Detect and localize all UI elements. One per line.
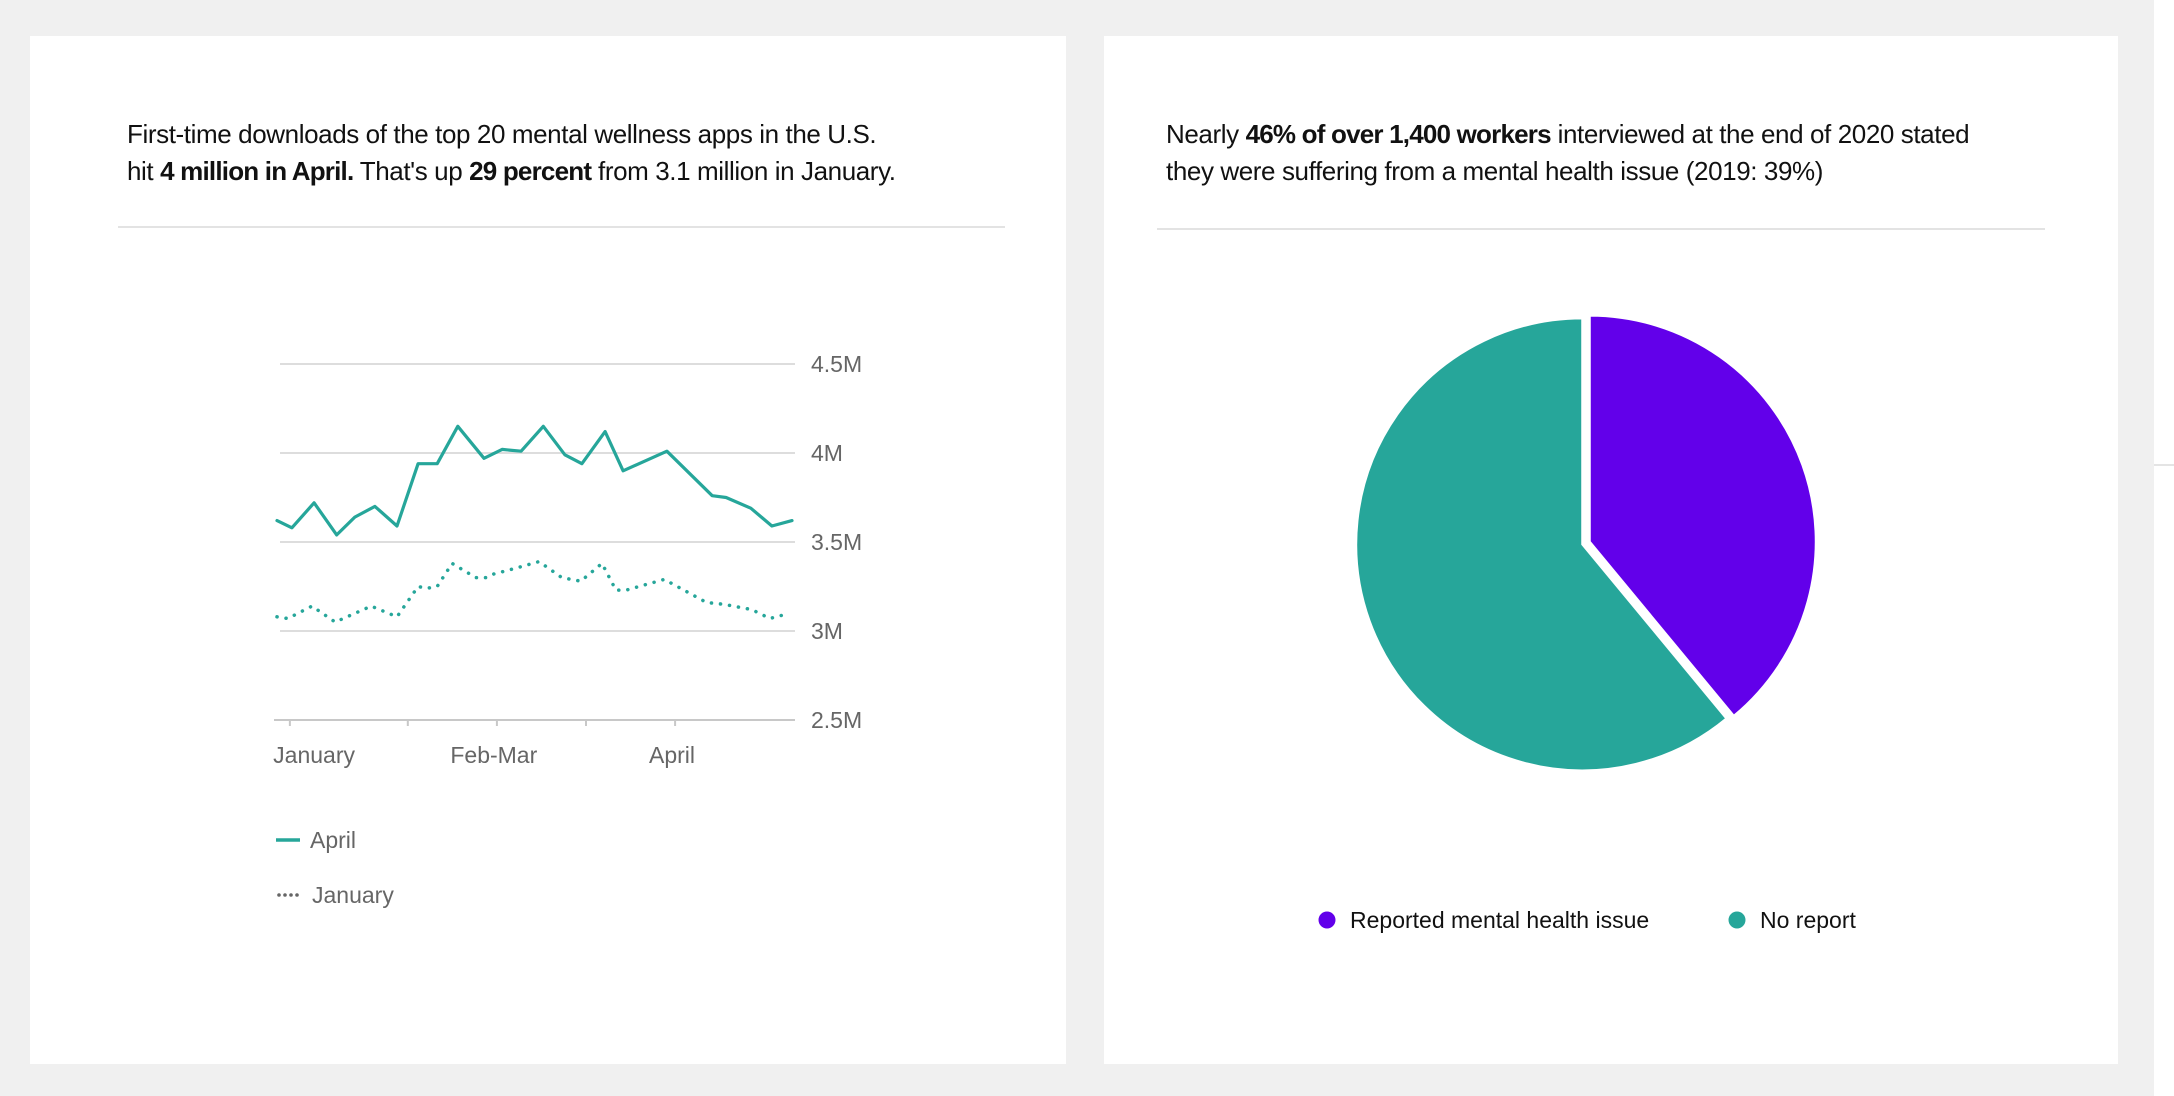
- y-tick-label: 4.5M: [811, 351, 862, 377]
- legend-item-no-report[interactable]: No report: [1728, 907, 1857, 933]
- survey-headline: Nearly 46% of over 1,400 workers intervi…: [1166, 116, 2066, 190]
- y-axis-labels: 4.5M 4M 3.5M 3M 2.5M: [811, 351, 862, 733]
- legend-label: April: [310, 827, 356, 853]
- pie-legend: Reported mental health issue No report: [1318, 907, 1857, 933]
- headline-divider: [1157, 228, 2045, 230]
- headline-line-1: First-time downloads of the top 20 menta…: [127, 119, 877, 149]
- headline-text: hit: [127, 156, 161, 186]
- next-card-edge: [2154, 0, 2174, 1096]
- dotted-line-icon: [277, 893, 299, 897]
- legend-item-reported[interactable]: Reported mental health issue: [1318, 907, 1650, 933]
- gridlines: [280, 363, 795, 632]
- legend-item-january[interactable]: January: [277, 882, 394, 908]
- purple-dot-icon: [1318, 911, 1336, 929]
- y-tick-label: 4M: [811, 440, 843, 466]
- headline-text: interviewed at the end of 2020 stated: [1550, 119, 1970, 149]
- next-card-divider: [2154, 464, 2174, 466]
- headline-divider: [118, 226, 1005, 228]
- headline-text: from 3.1 million in January.: [591, 156, 896, 186]
- left-card: First-time downloads of the top 20 menta…: [30, 36, 1066, 1064]
- headline-line-2: they were suffering from a mental health…: [1166, 156, 1824, 186]
- pie-slice-reported-mental-health-issue: [1588, 314, 1817, 718]
- headline-highlight: 4 million in April.: [160, 156, 354, 186]
- y-tick-label: 2.5M: [811, 707, 862, 733]
- legend-item-april[interactable]: April: [276, 827, 356, 853]
- legend-dot: [283, 893, 287, 897]
- x-axis-labels: January Feb-Mar April: [273, 742, 695, 768]
- series-line-april: [275, 424, 794, 537]
- legend-label: Reported mental health issue: [1350, 907, 1649, 933]
- downloads-headline: First-time downloads of the top 20 menta…: [127, 116, 1027, 190]
- headline-highlight: 29 percent: [469, 156, 592, 186]
- pie-slice-no-report: [1355, 317, 1728, 772]
- pie-slices: [1355, 314, 1817, 772]
- teal-dot-icon: [1728, 911, 1746, 929]
- legend-dot: [295, 893, 299, 897]
- series-group: [275, 424, 794, 624]
- headline-text: Nearly: [1166, 119, 1246, 149]
- x-tick-label: January: [273, 742, 355, 768]
- x-axis: [274, 719, 795, 726]
- legend-dot: [277, 893, 281, 897]
- headline-highlight: 46% of over 1,400 workers: [1245, 119, 1552, 149]
- legend-label: January: [312, 882, 394, 908]
- headline-text: That's up: [353, 156, 470, 186]
- x-tick-label: Feb-Mar: [450, 742, 537, 768]
- line-chart-legend: April January: [276, 827, 394, 908]
- legend-dot: [289, 893, 293, 897]
- y-tick-label: 3.5M: [811, 529, 862, 555]
- x-tick-label: April: [649, 742, 695, 768]
- legend-label: No report: [1760, 907, 1856, 933]
- y-tick-label: 3M: [811, 618, 843, 644]
- series-line-january: [275, 559, 792, 624]
